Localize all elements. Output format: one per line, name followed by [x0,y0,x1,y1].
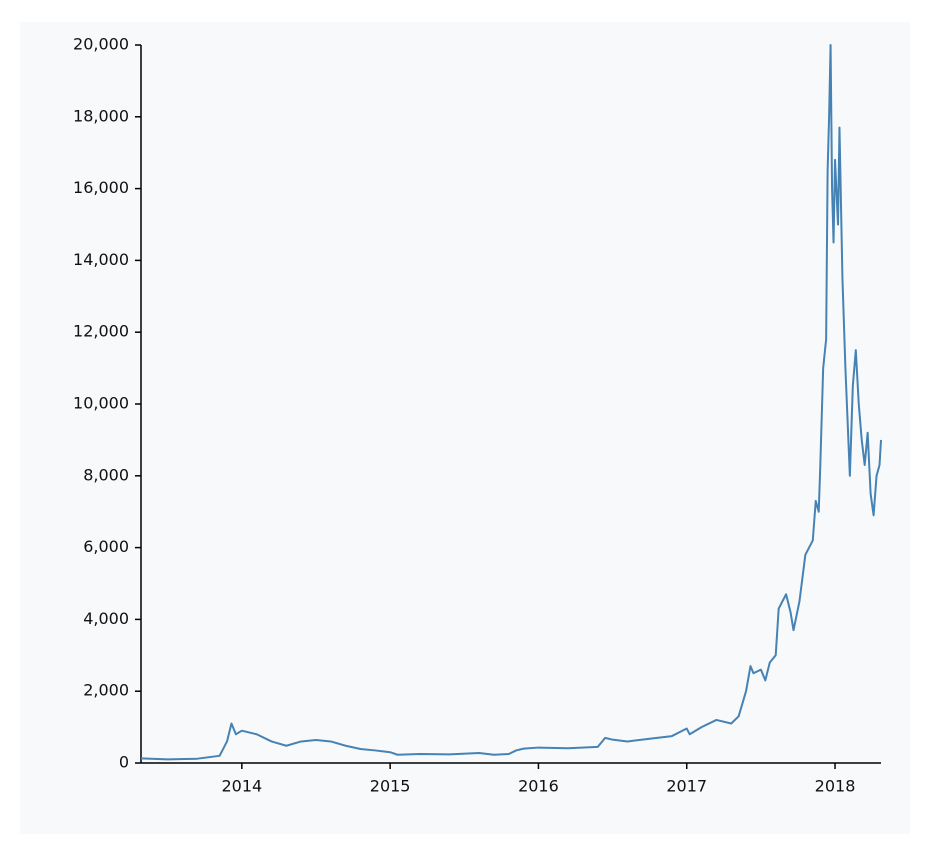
y-tick-label: 0 [119,753,129,772]
y-tick-label: 20,000 [73,35,129,54]
y-tick-label: 10,000 [73,394,129,413]
y-tick-label: 6,000 [83,537,129,556]
y-tick-label: 12,000 [73,322,129,341]
price-line [140,44,882,761]
y-tick-label: 18,000 [73,106,129,125]
x-tick-label: 2016 [518,777,559,796]
x-tick-label: 2014 [221,777,262,796]
y-tick-label: 2,000 [83,681,129,700]
x-tick-label: 2015 [370,777,411,796]
x-tick-label: 2017 [666,777,707,796]
panel [20,22,910,834]
x-tick-label: 2018 [815,777,856,796]
y-tick-label: 14,000 [73,250,129,269]
y-tick-label: 4,000 [83,609,129,628]
y-tick-label: 16,000 [73,178,129,197]
y-tick-label: 8,000 [83,465,129,484]
